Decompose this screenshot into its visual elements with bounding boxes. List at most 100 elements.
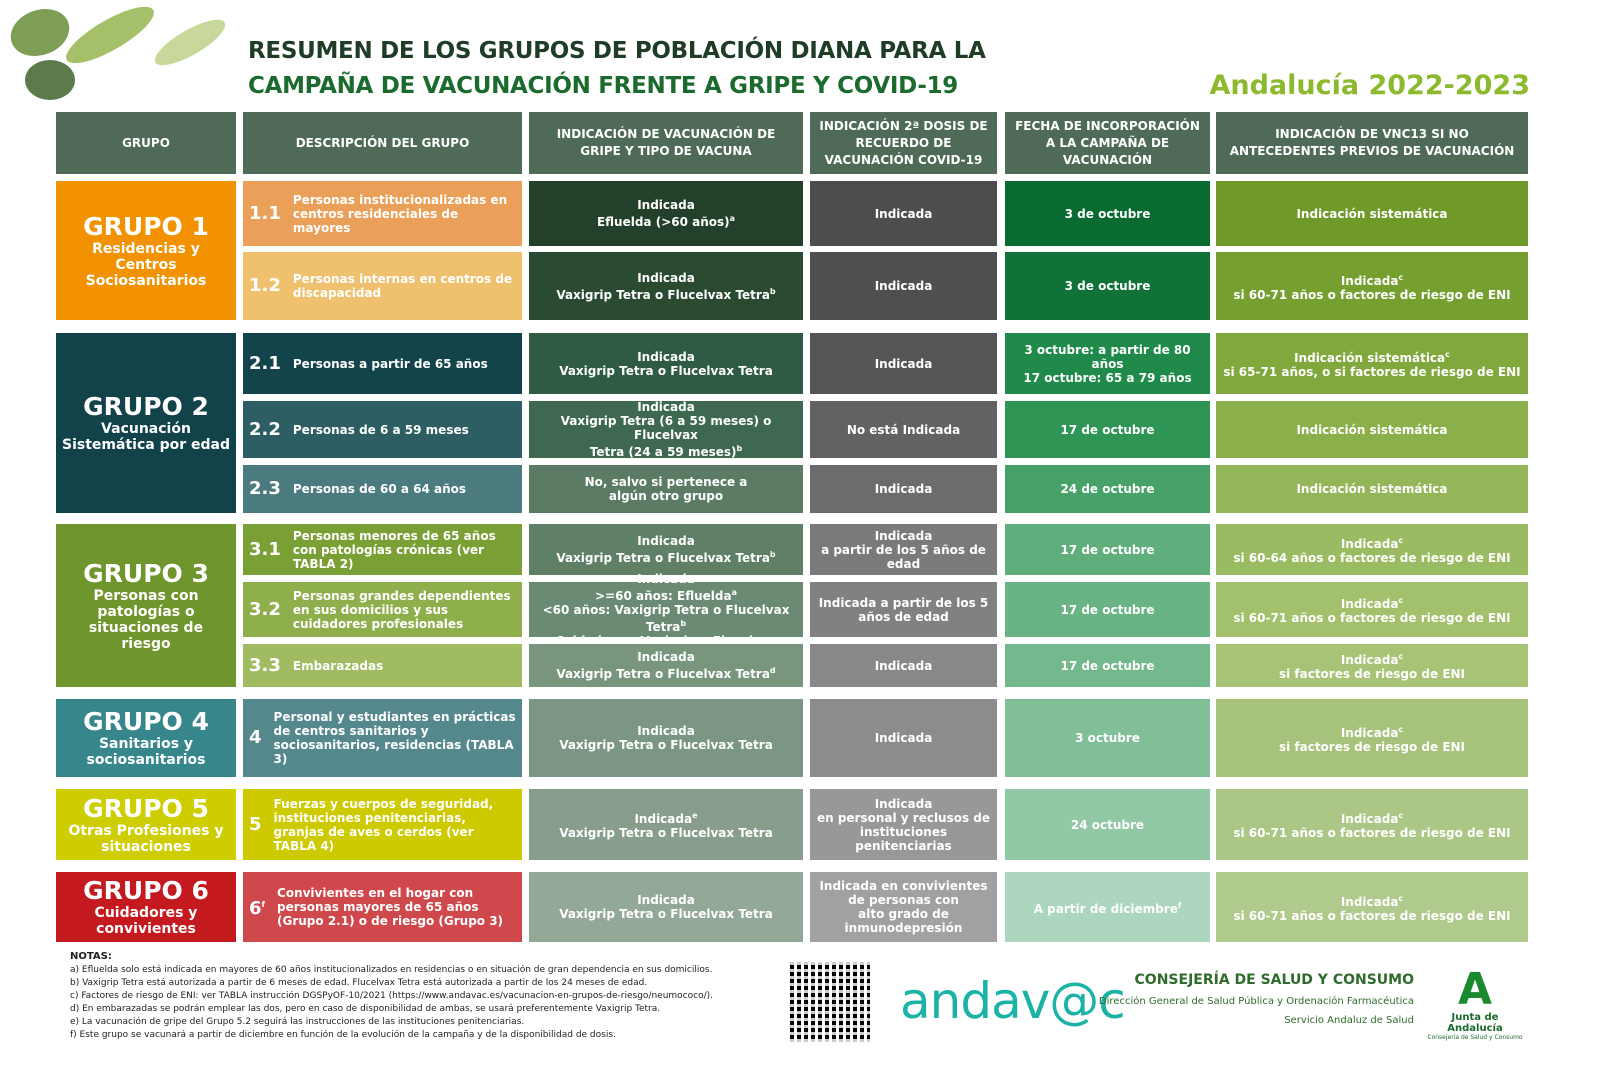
cell-text: Vaxigrip Tetra o Flucelvax Tetra [559, 826, 773, 840]
cell-text: Efluelda (>60 años) [596, 215, 730, 229]
cell-text: 17 de octubre [1060, 658, 1155, 673]
footnote-marker: c [1398, 652, 1404, 661]
cell-text: No está Indicada [846, 422, 961, 437]
row-number: 4 [249, 727, 262, 748]
cell-text: 17 octubre: 65 a 79 años [1023, 370, 1192, 385]
cell-line: Indicada a partir de los 5 [819, 596, 989, 610]
flu-vaccine-cell: Indicadae Vaxigrip Tetra o Flucelvax Tetr… [529, 789, 803, 860]
footnote-marker: a [731, 587, 737, 597]
cell-text: Vaxigrip Tetra o Flucelvax Tetra [559, 907, 773, 921]
cell-text: Vaxigrip Tetra o Flucelvax Tetra [556, 667, 770, 681]
covid-booster-cell: Indicada en personal y reclusos de institu… [810, 789, 997, 860]
cell-line: si factores de riesgo de ENI [1279, 667, 1465, 681]
cell-line: si 60-71 años o factores de riesgo de EN… [1233, 288, 1510, 302]
cell-text: Indicada [874, 796, 933, 811]
cell-text: Indicación sistemática [1296, 422, 1448, 437]
row-number: 2.1 [249, 352, 281, 374]
cell-line: Indicada [637, 534, 695, 548]
cell-text: algún otro grupo [608, 489, 724, 503]
covid-booster-cell: Indicada [810, 252, 997, 320]
cell-text: A partir de diciembre [1033, 901, 1178, 916]
group-name: GRUPO 2 [83, 392, 209, 421]
start-date-cell: A partir de diciembref [1005, 872, 1210, 942]
flu-vaccine-cell: Indicada >=60 años: Eflueldaa <60 años: Va… [529, 572, 803, 648]
footnote-marker: e [692, 811, 698, 820]
header-label: INDICACIÓN DE VNC13 SI NO ANTECEDENTES P… [1229, 127, 1515, 158]
start-date-cell: 17 de octubre [1005, 644, 1210, 687]
cell-line: inmunodepresión [845, 921, 963, 935]
cell-text: Indicada [1340, 597, 1399, 611]
description-text: Personas grandes dependientes en sus dom… [292, 588, 511, 631]
row-number: 1.2 [249, 275, 281, 296]
cell-line: Indicada [637, 400, 695, 414]
cell-line: Indicadac [1341, 809, 1403, 826]
start-date-cell: 17 de octubre [1005, 401, 1210, 458]
vnc13-cell: Indicación sistemática [1216, 181, 1528, 246]
cell-text: 17 de octubre [1060, 602, 1155, 617]
cell-text: si 60-71 años o factores de riesgo de EN… [1233, 908, 1511, 923]
row-number: 6 [249, 898, 262, 919]
qr-code[interactable] [790, 962, 870, 1042]
flu-vaccine-cell: No, salvo si pertenece a algún otro grupo [529, 465, 803, 513]
description-text: Personas de 6 a 59 meses [292, 422, 469, 437]
cell-text: Indicada [637, 571, 695, 586]
footnote-marker: c [1398, 893, 1404, 903]
cell-text: Tetra (24 a 59 meses) [589, 445, 737, 459]
footnote-marker: f [261, 900, 266, 909]
cell-line: >=60 años: Eflueldaa [595, 586, 737, 603]
cell-line: si factores de riesgo de ENI [1279, 740, 1465, 754]
cell-line: Indicada [875, 207, 933, 221]
cell-text: 3 de octubre [1064, 279, 1151, 293]
notes-title: NOTAS: [70, 951, 112, 962]
cell-line: Indicada [637, 893, 695, 907]
covid-booster-cell: Indicada a partir de los 5 años de edad [810, 582, 997, 637]
cell-text: Indicada a partir de los 5 [818, 595, 989, 610]
title-line-2: CAMPAÑA DE VACUNACIÓN FRENTE A GRIPE Y C… [248, 73, 958, 99]
note-item: e) La vacunación de gripe del Grupo 5.2 … [70, 1017, 525, 1027]
cell-text: Indicada [1340, 537, 1399, 551]
cell-text: 17 de octubre [1060, 542, 1155, 557]
cell-text: Indicada [637, 650, 695, 664]
cell-line: Vaxigrip Tetra o Flucelvax Tetrab [556, 285, 775, 302]
description-text: Personas menores de 65 años con patologí… [292, 528, 496, 571]
group-label: GRUPO 4 Sanitarios y sociosanitarios [56, 699, 236, 777]
cell-line: instituciones penitenciarias [816, 825, 991, 853]
cell-text: instituciones penitenciarias [855, 824, 952, 853]
description-text: Personas de 60 a 64 años [292, 482, 467, 496]
description-text: Personal y estudiantes en prácticas de c… [273, 710, 516, 766]
group-name: GRUPO 4 [83, 707, 209, 736]
cell-text: si 60-71 años o factores de riesgo de EN… [1233, 611, 1511, 625]
covid-booster-cell: Indicada [810, 699, 997, 777]
cell-line: algún otro grupo [609, 489, 723, 503]
cell-line: Indicadac [1341, 534, 1403, 551]
row-number: 3.1 [249, 538, 281, 560]
cell-line: si 60-71 años o factores de riesgo de EN… [1233, 909, 1510, 923]
cell-line: 24 de octubre [1060, 482, 1154, 496]
cell-line: Indicada [875, 659, 933, 673]
cell-text: Indicación sistemática [1294, 351, 1446, 365]
cell-text: Indicada [1340, 273, 1399, 288]
cell-text: Indicada en convivientes [819, 879, 988, 893]
cell-line: 24 octubre [1071, 818, 1144, 832]
direccion-general: Dirección General de Salud Pública y Ord… [1098, 996, 1414, 1007]
group-description: 6f Convivientes en el hogar con personas … [243, 872, 522, 942]
group-subtitle: Personas con patologías o situaciones de… [88, 587, 204, 652]
start-date-cell: 3 octubre [1005, 699, 1210, 777]
flu-vaccine-cell: Indicada Efluelda (>60 años)a [529, 181, 803, 246]
footnote-marker: a [729, 214, 736, 223]
cell-line: Indicada [875, 731, 933, 745]
cell-text: 3 octubre: a partir de 80 años [1024, 342, 1191, 371]
cell-text: si 60-71 años o factores de riesgo de EN… [1233, 287, 1511, 302]
covid-booster-cell: Indicada en convivientes de personas con a… [810, 872, 997, 942]
cell-text: de personas con [848, 893, 959, 907]
cell-text: Vaxigrip Tetra (6 a 59 meses) o Flucelva… [560, 414, 772, 442]
vnc13-cell: Indicación sistemática [1216, 401, 1528, 458]
start-date-cell: 24 octubre [1005, 789, 1210, 860]
cell-line: Vaxigrip Tetra o Flucelvax Tetra [559, 907, 773, 921]
cell-text: si 60-71 años o factores de riesgo de EN… [1233, 826, 1511, 840]
vnc13-cell: Indicadac si 60-71 años o factores de rie… [1216, 872, 1528, 942]
cell-line: Indicada [875, 357, 933, 371]
cell-text: Vaxigrip Tetra o Flucelvax Tetra [556, 287, 770, 302]
junta-name: Junta de Andalucía [1447, 1012, 1503, 1034]
cell-text: Vaxigrip Tetra o Flucelvax Tetra [559, 738, 773, 752]
